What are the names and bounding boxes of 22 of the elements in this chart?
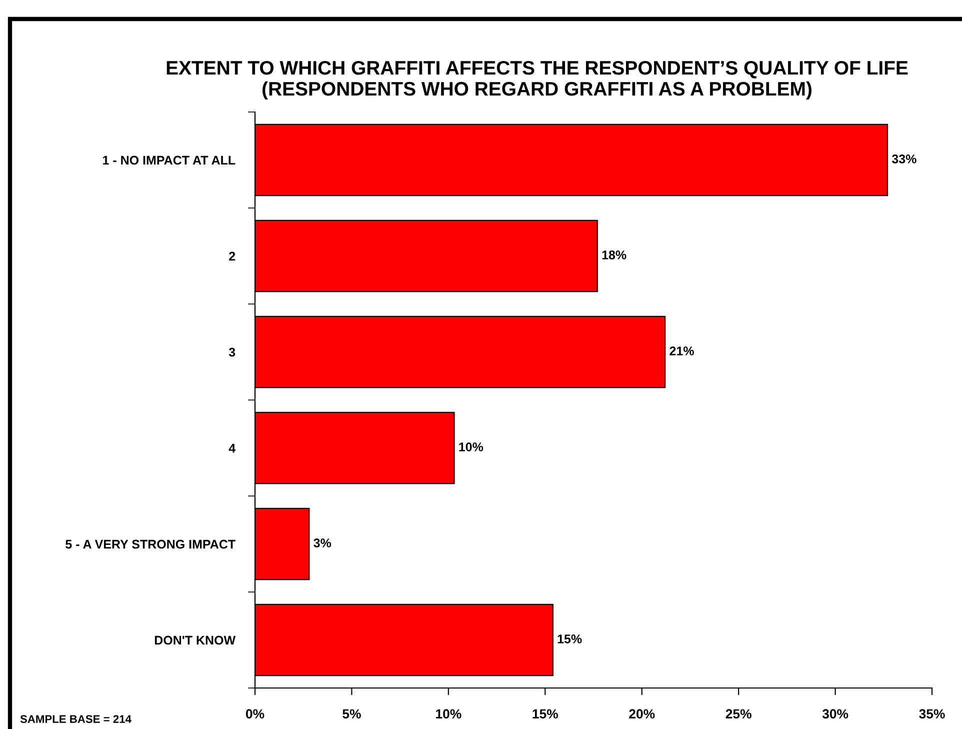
chart-title: EXTENT TO WHICH GRAFFITI AFFECTS THE RESPONDENT’S QUALITY OF LIFE (RESPONDENTS WHO REGARD GRAFFITI AS A PROBLEM) <box>166 60 908 100</box>
data-label: 10% <box>459 442 484 452</box>
x-tick-label: 10% <box>436 709 462 719</box>
x-tick-label: 25% <box>726 709 752 719</box>
data-label: 3% <box>314 538 332 548</box>
data-label: 33% <box>892 154 916 164</box>
x-tick-label: 15% <box>532 709 558 719</box>
data-label: 18% <box>602 250 626 260</box>
x-tick-label: 35% <box>919 709 945 719</box>
x-tick-label: 30% <box>822 709 848 719</box>
x-tick-label: 5% <box>342 709 361 719</box>
text: SAMPLE BASE = 214 <box>20 715 132 723</box>
x-tick-label: 20% <box>629 709 655 719</box>
y-tick-label: 1 - NO IMPACT AT ALL <box>103 156 236 165</box>
y-tick-label: 5 - A VERY STRONG IMPACT <box>66 540 236 549</box>
y-tick-label: 3 <box>228 348 236 357</box>
data-label: 15% <box>558 634 582 644</box>
y-tick-label: 4 <box>228 444 236 453</box>
data-label: 21% <box>670 346 694 356</box>
y-tick-label: DON'T KNOW <box>154 636 236 645</box>
x-tick-label: 0% <box>246 709 264 719</box>
y-tick-label: 2 <box>229 252 236 261</box>
